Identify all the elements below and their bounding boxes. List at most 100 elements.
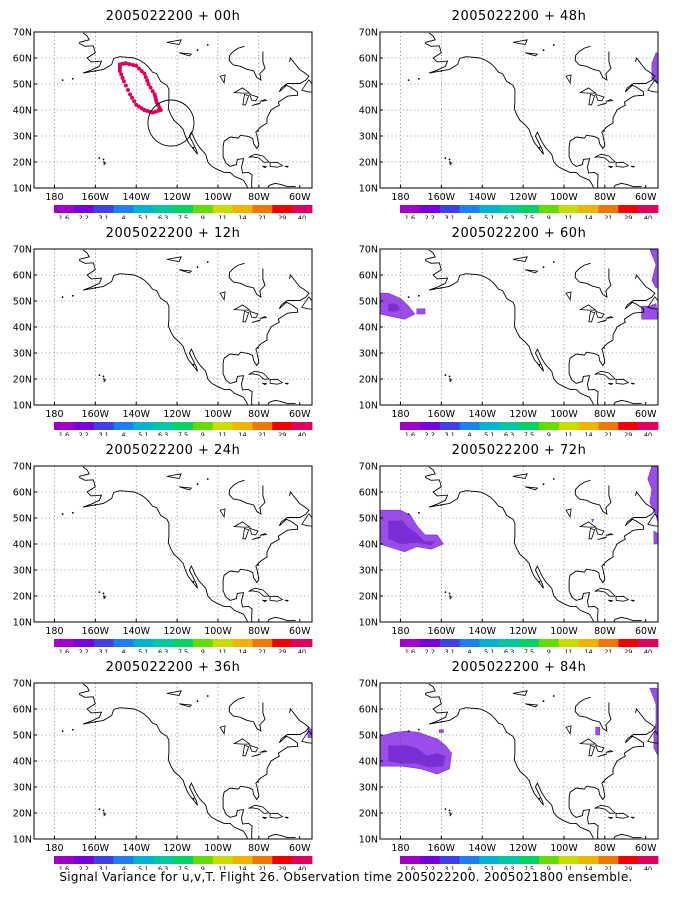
colorbar-label: 1.6 xyxy=(59,431,69,436)
coastline xyxy=(78,32,90,43)
flight-track-point xyxy=(130,62,135,67)
island-outline xyxy=(249,310,259,319)
lon-tick-label: 140W xyxy=(468,409,496,420)
colorbar-swatch xyxy=(73,422,95,430)
lat-tick-label: 20N xyxy=(13,375,32,386)
island-outline xyxy=(232,304,251,311)
small-island xyxy=(542,483,545,486)
small-island xyxy=(102,592,105,595)
island-outline xyxy=(512,473,528,479)
map-svg: 70N 60N 50N 40N 30N 20N 10N 180 160W 140W 120W 100W… xyxy=(359,462,659,653)
small-island xyxy=(256,780,259,783)
colorbar-label: 21 xyxy=(604,648,612,653)
colorbar-swatch xyxy=(578,205,599,213)
colorbar-swatch xyxy=(618,422,639,430)
island-outline xyxy=(232,87,251,94)
island-outline xyxy=(259,316,268,319)
colorbar-label: 4 xyxy=(467,214,471,219)
colorbar-label: 4 xyxy=(121,214,125,219)
lat-tick-label: 60N xyxy=(359,271,378,282)
small-island xyxy=(552,261,555,263)
small-island xyxy=(440,70,443,72)
island-outline xyxy=(512,690,528,696)
small-island xyxy=(602,780,605,783)
colorbar-label: 1.6 xyxy=(405,431,415,436)
lat-tick-label: 30N xyxy=(13,783,32,794)
coastline xyxy=(657,683,658,685)
lat-tick-label: 50N xyxy=(359,80,378,91)
small-island xyxy=(417,77,420,80)
colorbar-swatch xyxy=(173,856,194,864)
colorbar-swatch xyxy=(93,422,114,430)
island-outline xyxy=(251,102,262,106)
coastline xyxy=(424,466,436,477)
lon-tick-label: 100W xyxy=(550,843,578,854)
island-outline xyxy=(301,79,312,93)
lon-tick-label: 120W xyxy=(163,626,191,637)
lon-tick-label: 120W xyxy=(509,843,537,854)
colorbar-label: 7.5 xyxy=(178,648,188,653)
island-outline xyxy=(605,316,614,319)
colorbar-swatch xyxy=(54,205,75,213)
coastline xyxy=(78,259,296,405)
colorbar-label: 3.1 xyxy=(444,431,454,436)
flight-track-point xyxy=(145,78,150,83)
colorbar-swatch xyxy=(578,856,599,864)
lon-tick-label: 140W xyxy=(122,409,150,420)
island-outline xyxy=(647,79,658,93)
coastline xyxy=(78,683,90,694)
flight-track-point xyxy=(130,95,135,100)
colorbar-swatch xyxy=(133,422,154,430)
colorbar-label: 9 xyxy=(547,648,551,653)
colorbar-label: 21 xyxy=(258,431,266,436)
colorbar-label: 3.1 xyxy=(444,214,454,219)
island-outline xyxy=(449,377,453,383)
map-panel: 2005022200 + 72h 70N 60N 50N 40N 30N 20N 10N 180… xyxy=(346,436,692,653)
coastline xyxy=(228,479,266,516)
small-island xyxy=(196,266,199,269)
island-outline xyxy=(449,160,453,166)
colorbar-label: 7.5 xyxy=(524,214,534,219)
island-outline xyxy=(166,690,182,696)
colorbar-label: 7.5 xyxy=(178,214,188,219)
colorbar-label: 1.6 xyxy=(59,214,69,219)
colorbar-label: 11 xyxy=(565,648,573,653)
colorbar-label: 29 xyxy=(624,431,632,436)
small-island xyxy=(206,478,209,480)
colorbar-label: 7.5 xyxy=(524,865,534,870)
lat-tick-label: 10N xyxy=(13,184,32,195)
colorbar-swatch xyxy=(153,205,174,213)
lat-tick-label: 60N xyxy=(359,54,378,65)
island-outline xyxy=(449,811,453,817)
colorbar-label: 14 xyxy=(238,865,246,870)
colorbar-label: 2.2 xyxy=(425,214,435,219)
island-outline xyxy=(219,291,226,301)
colorbar-swatch xyxy=(459,639,480,647)
colorbar-label: 14 xyxy=(584,431,592,436)
colorbar-swatch xyxy=(292,205,313,213)
island-outline xyxy=(578,87,597,94)
colorbar-swatch xyxy=(192,422,214,430)
coastline xyxy=(228,262,266,299)
lat-tick-label: 20N xyxy=(359,375,378,386)
colorbar-swatch xyxy=(439,856,460,864)
colorbar-label: 14 xyxy=(584,214,592,219)
lat-tick-label: 40N xyxy=(359,757,378,768)
map-svg: 70N 60N 50N 40N 30N 20N 10N 180 160W 140W 120W 100W… xyxy=(13,245,313,436)
flight-track-point xyxy=(117,64,122,69)
small-island xyxy=(102,809,105,812)
colorbar-swatch xyxy=(232,856,253,864)
lon-tick-label: 140W xyxy=(122,843,150,854)
colorbar-swatch xyxy=(192,639,214,647)
colorbar-swatch xyxy=(93,205,114,213)
lat-tick-label: 10N xyxy=(359,401,378,412)
island-outline xyxy=(647,513,658,527)
lat-tick-label: 20N xyxy=(359,158,378,169)
colorbar-swatch xyxy=(93,856,114,864)
lon-tick-label: 180 xyxy=(45,626,63,637)
lat-tick-label: 40N xyxy=(359,540,378,551)
small-island xyxy=(192,146,195,149)
flight-track-point xyxy=(134,102,139,107)
coastline xyxy=(657,32,658,34)
lon-tick-label: 80W xyxy=(248,192,270,203)
